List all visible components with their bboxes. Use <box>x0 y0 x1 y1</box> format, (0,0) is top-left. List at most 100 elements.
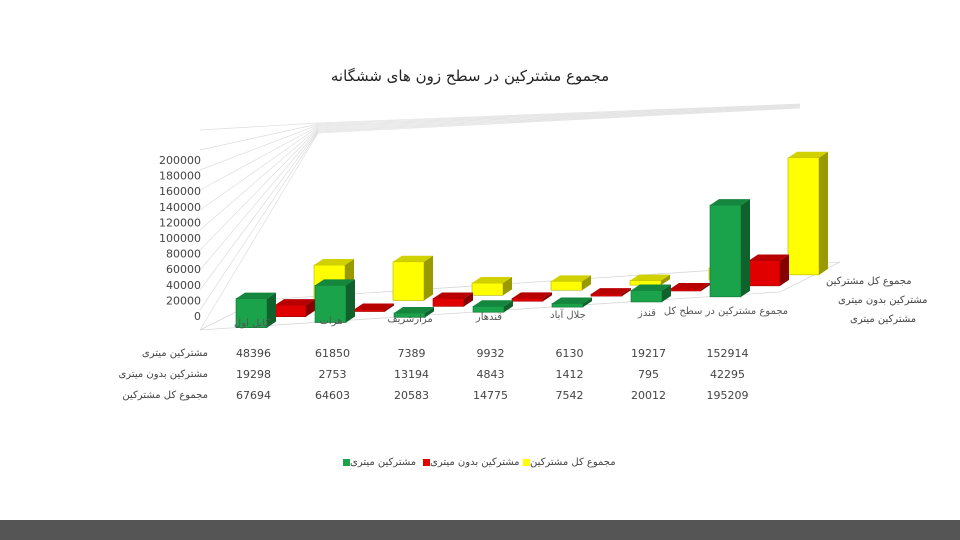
table-cell: 2753 <box>318 368 347 381</box>
bar-side <box>424 255 433 301</box>
category-labels: کابل اول هرات مزارشریف قندهار جلال آباد قندز م… <box>234 306 788 329</box>
table-row: مشترکین میتری 48396 61850 7389 9932 6130… <box>108 343 767 364</box>
gridline <box>199 132 319 331</box>
legend-item: مشترکین بدون میتری <box>420 457 520 468</box>
gridline <box>199 128 319 251</box>
bar-side <box>504 300 513 313</box>
y-tick-label: 0 <box>194 310 201 323</box>
bar-side <box>819 151 828 275</box>
table-cell: 42295 <box>710 368 745 381</box>
footer-bar <box>0 520 960 540</box>
bar-side <box>701 282 710 291</box>
bar-top <box>552 297 592 304</box>
gridline <box>317 106 801 131</box>
bar-front <box>392 261 425 301</box>
bar-top <box>631 284 671 291</box>
bar-top <box>393 255 433 262</box>
bar-top <box>275 299 315 306</box>
table-row-header: مجموع کل مشترکین <box>122 390 208 401</box>
gridline <box>199 123 319 151</box>
y-tick-label: 140000 <box>159 201 201 214</box>
gridline <box>317 107 801 133</box>
category-label: هرات <box>320 316 343 327</box>
bar-front <box>590 293 623 297</box>
bar-top <box>630 274 670 281</box>
bar-side <box>267 292 276 328</box>
y-tick-label: 80000 <box>166 248 201 261</box>
bar <box>748 254 789 287</box>
category-label: مجموع مشترکین در سطح کل <box>664 306 788 317</box>
table-cell: 795 <box>638 368 659 381</box>
y-tick-label: 60000 <box>166 263 201 276</box>
gridline <box>199 122 319 131</box>
table-cell: 20583 <box>394 389 429 402</box>
series-axis-label: مشترکین میتری <box>850 314 916 325</box>
bar <box>432 292 473 307</box>
bar-top <box>710 199 750 206</box>
y-tick-label: 180000 <box>159 170 201 183</box>
bar-top <box>551 275 591 282</box>
bar <box>590 288 631 297</box>
bar-side <box>622 288 631 297</box>
series-axis-label: مجموع کل مشترکین <box>826 276 912 287</box>
legend-label: مجموع کل مشترکین <box>530 457 616 468</box>
bar-front <box>709 204 742 298</box>
bar-front <box>748 260 781 287</box>
gridline <box>317 106 801 130</box>
bar-front <box>235 298 268 328</box>
bar <box>669 282 710 292</box>
legend-swatch <box>423 458 430 466</box>
bar-top <box>788 151 828 158</box>
bar-side <box>425 306 434 318</box>
table-row-header: مشترکین بدون میتری <box>118 369 208 380</box>
legend-item: مشترکین میتری <box>340 457 416 468</box>
y-tick-label: 200000 <box>159 154 201 167</box>
bar <box>393 306 434 318</box>
y-tick-label: 20000 <box>166 294 201 307</box>
gridline <box>317 104 801 125</box>
bar <box>392 255 433 301</box>
bars <box>235 151 828 328</box>
bar <box>787 151 828 276</box>
gridline <box>317 104 801 127</box>
bar-front <box>551 303 584 308</box>
gridline <box>199 124 319 171</box>
table-cell: 13194 <box>394 368 429 381</box>
gridline <box>199 131 319 311</box>
chart-title: مجموع مشترکین در سطح زون های ششگانه <box>330 67 610 85</box>
table-row-header: مشترکین میتری <box>141 348 208 359</box>
category-label: قندز <box>637 308 656 319</box>
gridline <box>317 107 801 134</box>
bar-front <box>629 280 662 286</box>
bar <box>472 300 513 313</box>
table-cell: 6130 <box>555 347 584 360</box>
gridline <box>317 103 801 124</box>
bar-top <box>236 292 276 299</box>
table-cell: 19298 <box>236 368 271 381</box>
table-cell: 19217 <box>631 347 666 360</box>
bar-front <box>630 290 663 303</box>
table-cell: 7389 <box>397 347 426 360</box>
bar-side <box>503 277 512 296</box>
bar-side <box>385 303 394 312</box>
bar-top <box>314 259 354 266</box>
table-cell: 152914 <box>706 347 749 360</box>
table-cell: 48396 <box>236 347 271 360</box>
table-cell: 4843 <box>476 368 505 381</box>
gridline <box>317 105 801 129</box>
bar-top <box>354 303 394 310</box>
bar-top <box>433 292 473 299</box>
category-label: کابل اول <box>234 318 270 329</box>
bar-side <box>661 274 670 286</box>
data-table: مشترکین میتری 48396 61850 7389 9932 6130… <box>108 343 767 406</box>
table-cell: 7542 <box>555 389 584 402</box>
bar-front <box>550 281 583 291</box>
gridline <box>199 129 319 271</box>
bar-top <box>512 292 552 299</box>
y-tick-label: 100000 <box>159 232 201 245</box>
table-row: مشترکین بدون میتری 19298 2753 13194 4843… <box>108 364 767 385</box>
table-cell: 1412 <box>555 368 584 381</box>
y-tick-label: 40000 <box>166 279 201 292</box>
bar <box>314 279 355 323</box>
bar-front <box>787 157 820 276</box>
